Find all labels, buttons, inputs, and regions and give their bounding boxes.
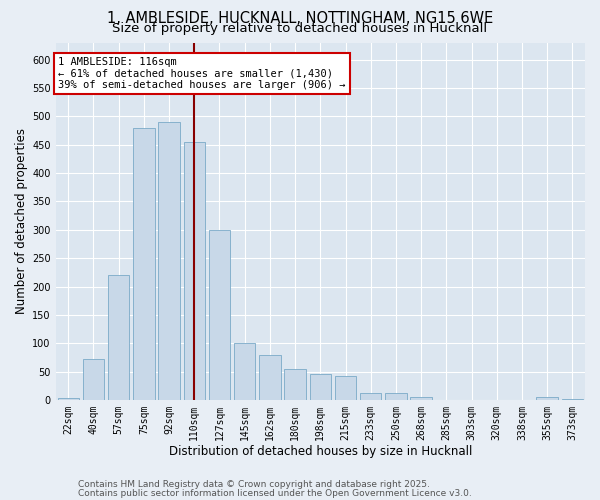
Bar bbox=[360, 393, 382, 400]
Bar bbox=[184, 142, 205, 400]
Bar bbox=[108, 276, 130, 400]
Text: Size of property relative to detached houses in Hucknall: Size of property relative to detached ho… bbox=[112, 22, 488, 35]
Text: Contains HM Land Registry data © Crown copyright and database right 2025.: Contains HM Land Registry data © Crown c… bbox=[78, 480, 430, 489]
Bar bbox=[335, 376, 356, 400]
Text: Contains public sector information licensed under the Open Government Licence v3: Contains public sector information licen… bbox=[78, 488, 472, 498]
Bar bbox=[58, 398, 79, 400]
Bar bbox=[133, 128, 155, 400]
Bar bbox=[410, 398, 432, 400]
Bar bbox=[83, 359, 104, 400]
Bar bbox=[234, 344, 256, 400]
X-axis label: Distribution of detached houses by size in Hucknall: Distribution of detached houses by size … bbox=[169, 444, 472, 458]
Y-axis label: Number of detached properties: Number of detached properties bbox=[15, 128, 28, 314]
Bar bbox=[536, 398, 558, 400]
Bar bbox=[259, 355, 281, 400]
Text: 1 AMBLESIDE: 116sqm
← 61% of detached houses are smaller (1,430)
39% of semi-det: 1 AMBLESIDE: 116sqm ← 61% of detached ho… bbox=[58, 57, 346, 90]
Bar bbox=[284, 369, 306, 400]
Bar bbox=[158, 122, 180, 400]
Text: 1, AMBLESIDE, HUCKNALL, NOTTINGHAM, NG15 6WE: 1, AMBLESIDE, HUCKNALL, NOTTINGHAM, NG15… bbox=[107, 11, 493, 26]
Bar bbox=[385, 393, 407, 400]
Bar bbox=[209, 230, 230, 400]
Bar bbox=[310, 374, 331, 400]
Bar bbox=[562, 399, 583, 400]
